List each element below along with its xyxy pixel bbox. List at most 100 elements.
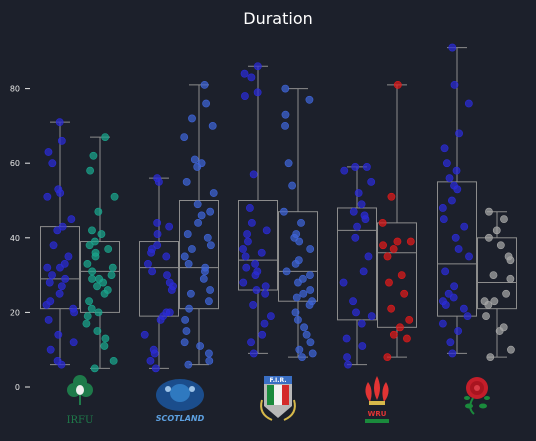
irfu-logo: IRFU (67, 375, 94, 426)
irfu-logo-text: IRFU (67, 415, 94, 426)
data-point (299, 289, 308, 298)
data-point (54, 330, 63, 339)
data-point (281, 110, 290, 119)
data-point (83, 312, 92, 321)
data-point (186, 289, 195, 298)
data-point (196, 342, 205, 350)
data-point (184, 260, 193, 268)
data-point (48, 271, 56, 279)
data-point (69, 338, 78, 347)
data-point (203, 233, 212, 242)
data-point (185, 304, 193, 313)
data-point (44, 148, 53, 156)
data-point (85, 297, 93, 306)
data-point (262, 226, 271, 235)
data-point (257, 248, 266, 257)
data-point (94, 207, 103, 216)
data-point (180, 252, 189, 261)
data-point (279, 207, 288, 216)
data-point (241, 252, 250, 261)
data-point (206, 241, 215, 250)
data-point (445, 174, 454, 183)
data-point (53, 226, 62, 235)
data-point (403, 334, 411, 343)
data-point (389, 330, 398, 339)
data-point (294, 315, 302, 324)
y-tick-label: 60 (10, 159, 20, 168)
data-point (455, 129, 463, 138)
data-point (343, 353, 351, 362)
data-point (249, 170, 258, 179)
data-point (100, 342, 109, 350)
data-point (201, 267, 209, 276)
data-point (249, 301, 258, 309)
data-point (85, 241, 94, 250)
data-point (251, 271, 260, 279)
data-point (450, 282, 459, 291)
data-point (506, 274, 515, 283)
data-point (208, 122, 217, 130)
data-point (87, 304, 96, 313)
data-point (162, 252, 171, 261)
data-point (101, 334, 110, 343)
data-point (357, 200, 366, 209)
data-point (148, 267, 157, 276)
data-point (305, 301, 314, 309)
data-point (362, 163, 371, 171)
data-point (48, 159, 57, 168)
data-point (261, 282, 270, 291)
data-point (482, 312, 490, 321)
data-point (167, 286, 176, 294)
box (278, 211, 318, 302)
data-point (188, 114, 196, 123)
data-point (448, 196, 456, 205)
data-point (44, 315, 53, 324)
data-point (460, 222, 469, 231)
data-point (439, 215, 448, 224)
data-point (281, 84, 290, 93)
data-point (397, 271, 406, 279)
data-point (57, 360, 66, 369)
data-point (101, 133, 110, 141)
data-point (454, 245, 463, 253)
data-point (67, 215, 76, 224)
data-point (295, 237, 304, 246)
data-point (441, 301, 450, 309)
scotland-logo: SCOTLAND (156, 379, 205, 423)
data-point (190, 155, 199, 164)
data-point (295, 345, 304, 354)
data-point (182, 327, 191, 335)
data-point (297, 218, 305, 227)
data-point (153, 218, 162, 227)
data-point (56, 189, 65, 197)
data-point (459, 304, 468, 313)
data-point (383, 252, 392, 261)
data-point (393, 237, 402, 246)
data-point (449, 293, 458, 302)
data-point (91, 252, 100, 261)
data-point (82, 319, 91, 328)
data-point (197, 211, 206, 220)
data-point (251, 260, 260, 268)
data-point (140, 330, 149, 339)
data-point (154, 177, 163, 186)
data-point (241, 92, 249, 100)
data-point (351, 163, 360, 171)
data-point (364, 252, 373, 261)
data-point (260, 319, 269, 328)
data-point (242, 263, 251, 272)
data-point (64, 252, 73, 261)
data-point (153, 230, 162, 238)
data-point (108, 263, 117, 272)
data-point (400, 289, 409, 298)
data-point (367, 177, 376, 186)
data-point (465, 252, 473, 261)
data-point (446, 338, 455, 347)
data-point (42, 301, 51, 309)
data-point (281, 122, 289, 130)
data-point (181, 315, 190, 324)
data-point (486, 353, 495, 362)
data-point (492, 226, 501, 235)
data-point (49, 241, 58, 250)
